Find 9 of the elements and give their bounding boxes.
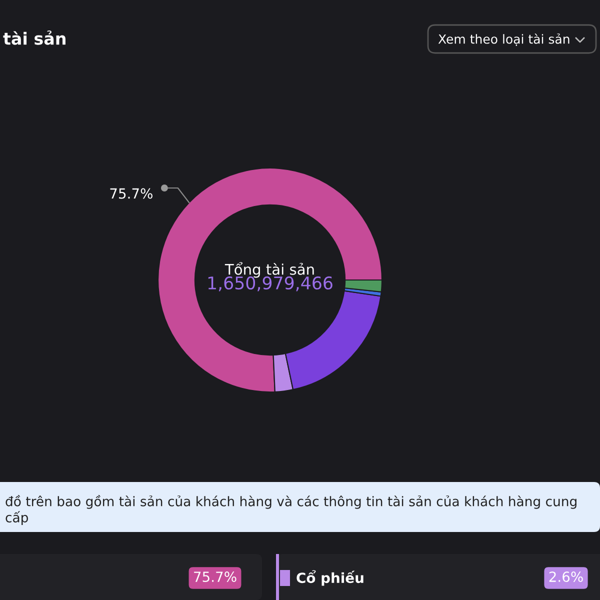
- text: 2.6%: [549, 572, 583, 582]
- text: Xem theo loại tài sản: [438, 33, 570, 46]
- text: Tổng tài sản: [224, 262, 314, 278]
- text: đồ trên bao gồm tài sản của khách hàng và các thông tin tài sản của khách hàng cung cấp: [6, 495, 576, 526]
- legend-label: Cổ phiếu: [296, 570, 364, 586]
- text: 1,650,979,466: [208, 276, 332, 292]
- text: 75.7%: [194, 572, 236, 582]
- chart-title: tài sản: [3, 30, 66, 45]
- data-label: 75.7%: [110, 188, 152, 199]
